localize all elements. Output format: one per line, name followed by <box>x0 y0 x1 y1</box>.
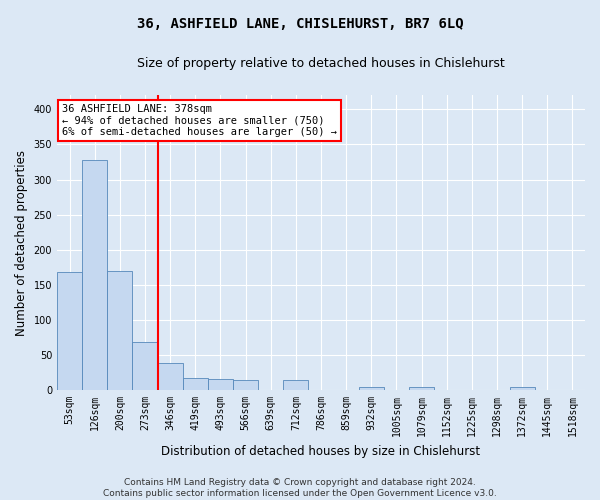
Bar <box>359 386 384 390</box>
Text: Contains HM Land Registry data © Crown copyright and database right 2024.
Contai: Contains HM Land Registry data © Crown c… <box>103 478 497 498</box>
Bar <box>133 342 158 390</box>
Text: 36 ASHFIELD LANE: 378sqm
← 94% of detached houses are smaller (750)
6% of semi-d: 36 ASHFIELD LANE: 378sqm ← 94% of detach… <box>62 104 337 138</box>
Bar <box>283 380 308 390</box>
Bar <box>107 271 133 390</box>
Y-axis label: Number of detached properties: Number of detached properties <box>15 150 28 336</box>
Title: Size of property relative to detached houses in Chislehurst: Size of property relative to detached ho… <box>137 58 505 70</box>
Bar <box>208 379 233 390</box>
Bar <box>233 380 258 390</box>
Bar <box>57 272 82 390</box>
Text: 36, ASHFIELD LANE, CHISLEHURST, BR7 6LQ: 36, ASHFIELD LANE, CHISLEHURST, BR7 6LQ <box>137 18 463 32</box>
Bar <box>183 378 208 390</box>
Bar <box>82 160 107 390</box>
Bar <box>158 364 183 390</box>
Bar <box>409 386 434 390</box>
X-axis label: Distribution of detached houses by size in Chislehurst: Distribution of detached houses by size … <box>161 444 481 458</box>
Bar <box>509 386 535 390</box>
